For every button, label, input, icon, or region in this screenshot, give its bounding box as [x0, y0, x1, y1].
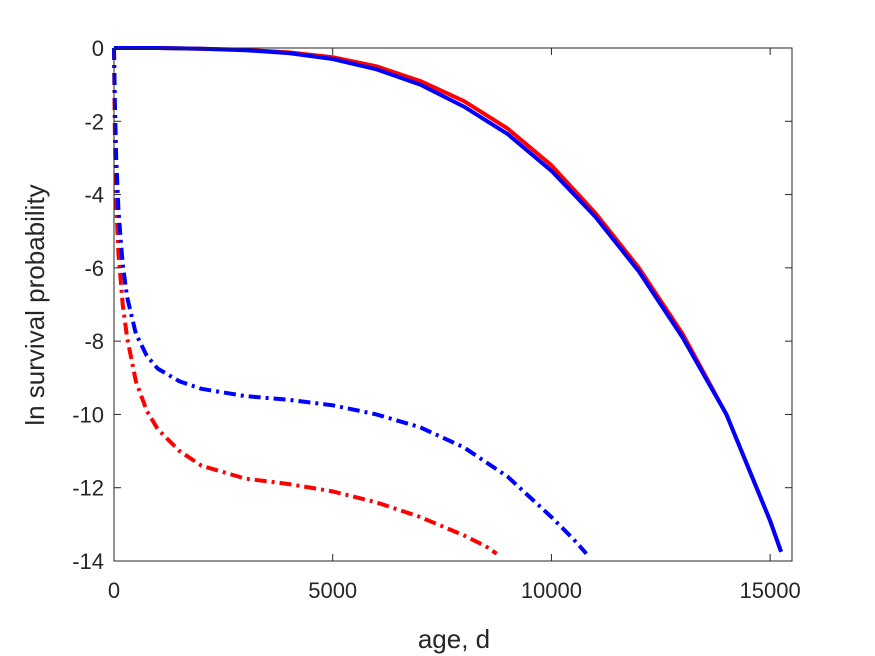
y-tick-label: -10: [72, 402, 104, 427]
x-tick-label: 5000: [308, 578, 357, 603]
y-tick-label: 0: [92, 36, 104, 61]
y-tick-label: -2: [84, 109, 104, 134]
x-tick-label: 0: [108, 578, 120, 603]
y-axis-label: ln survival probability: [20, 184, 50, 425]
y-tick-label: -6: [84, 256, 104, 281]
y-tick-label: -14: [72, 549, 104, 574]
x-tick-label: 10000: [521, 578, 582, 603]
y-tick-label: -4: [84, 183, 104, 208]
x-axis-label: age, d: [418, 624, 490, 654]
series-line-2-solid: [114, 46, 783, 553]
axes-box: [113, 47, 793, 562]
x-tick-label: 15000: [740, 578, 801, 603]
y-tick-label: -12: [72, 476, 104, 501]
series-line-3-dash-dot: [112, 47, 498, 556]
series-line-4-dash-dot: [112, 47, 588, 556]
y-tick-label: -8: [84, 329, 104, 354]
